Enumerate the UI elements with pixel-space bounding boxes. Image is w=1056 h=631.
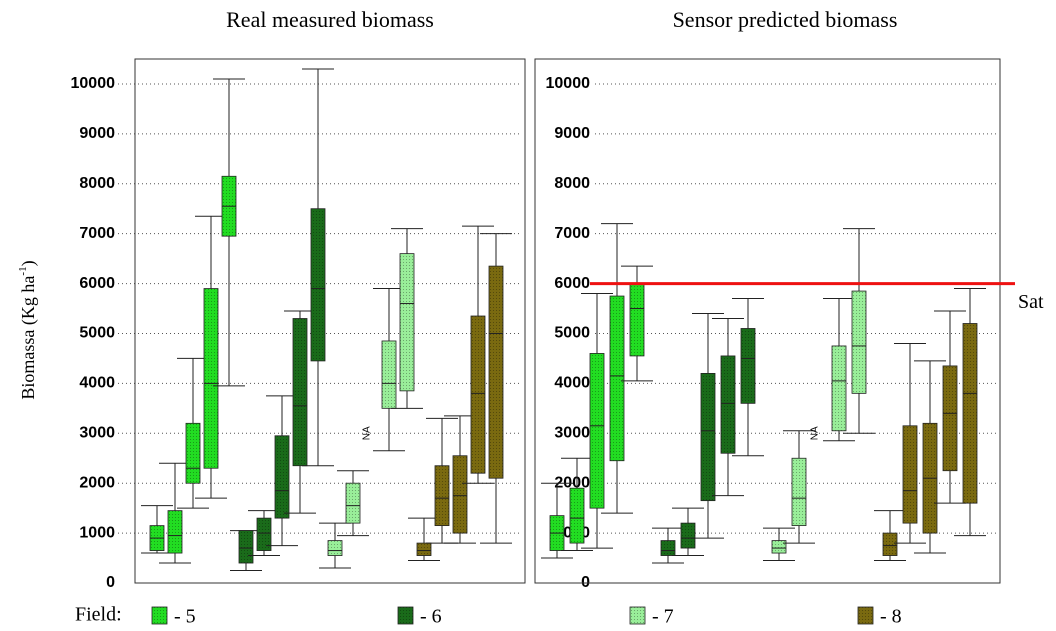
legend-swatch	[857, 606, 874, 625]
box	[831, 345, 847, 432]
y-tick-label: 10000	[546, 75, 591, 92]
box	[629, 283, 645, 357]
y-tick-label: 9000	[554, 125, 590, 142]
box	[327, 540, 343, 556]
na-label: NA	[362, 426, 373, 440]
box	[310, 208, 326, 362]
box	[962, 323, 978, 504]
y-tick-label: 3000	[554, 425, 590, 442]
box	[902, 425, 918, 524]
y-tick-label: 3000	[79, 425, 115, 442]
legend-label: - 5	[174, 606, 196, 628]
chart-title: Real measured biomass	[226, 7, 434, 32]
y-tick-label: 4000	[554, 375, 590, 392]
box	[700, 372, 716, 502]
box	[569, 487, 585, 544]
legend-swatch	[397, 606, 414, 625]
box	[203, 288, 219, 469]
box	[452, 455, 468, 534]
box	[345, 482, 361, 524]
box	[771, 540, 787, 554]
box	[274, 435, 290, 519]
plot-frame	[134, 58, 526, 584]
y-axis-label-main: Biomassa (Kg ha	[18, 276, 39, 400]
box	[680, 522, 696, 549]
legend-title: Field:	[75, 604, 122, 626]
y-tick-label: 10000	[71, 75, 116, 92]
box	[882, 532, 898, 556]
y-axis-label-end: )	[18, 260, 39, 266]
box	[381, 340, 397, 409]
y-tick-label: 2000	[79, 474, 115, 491]
box	[942, 365, 958, 472]
legend-swatch	[151, 606, 168, 625]
legend-label: - 7	[652, 606, 674, 628]
y-tick-label: 7000	[554, 225, 590, 242]
y-axis-label: Biomassa (Kg ha-1)	[17, 260, 40, 399]
box	[238, 530, 254, 564]
y-tick-label: 7000	[79, 225, 115, 242]
legend-label: - 8	[880, 606, 902, 628]
y-tick-label: 0	[106, 574, 115, 591]
y-tick-label: 8000	[554, 175, 590, 192]
box	[720, 355, 736, 454]
y-tick-label: 6000	[79, 275, 115, 292]
y-tick-label: 6000	[554, 275, 590, 292]
box	[609, 295, 625, 462]
y-tick-label: 5000	[554, 325, 590, 342]
box	[167, 510, 183, 554]
y-tick-label: 9000	[79, 125, 115, 142]
box	[292, 318, 308, 467]
legend-label: - 6	[420, 606, 442, 628]
box	[256, 517, 272, 551]
na-label: NA	[810, 426, 821, 440]
chart-title: Sensor predicted biomass	[673, 7, 898, 32]
box	[740, 328, 756, 404]
box	[416, 542, 432, 556]
box	[488, 265, 504, 479]
legend-swatch	[629, 606, 646, 625]
reference-label: Sat	[1018, 291, 1044, 313]
box	[185, 422, 201, 484]
box	[399, 253, 415, 392]
box	[434, 465, 450, 527]
y-tick-label: 4000	[79, 375, 115, 392]
y-tick-label: 8000	[79, 175, 115, 192]
y-tick-label: 5000	[79, 325, 115, 342]
box	[851, 290, 867, 394]
box	[791, 457, 807, 527]
y-tick-label: 1000	[79, 524, 115, 541]
y-axis-label-sup: -1	[17, 266, 29, 275]
box	[470, 315, 486, 474]
plot-frame	[534, 58, 1001, 584]
box	[660, 540, 676, 556]
box	[589, 353, 605, 509]
